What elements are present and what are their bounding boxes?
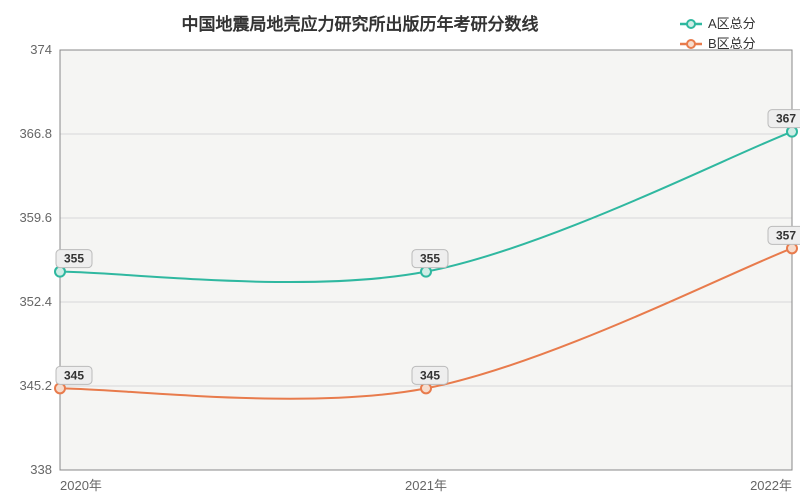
point-label: 367 — [776, 112, 796, 126]
y-tick-label: 359.6 — [19, 210, 52, 225]
chart-title: 中国地震局地壳应力研究所出版历年考研分数线 — [182, 14, 539, 34]
line-chart: 338 345.2 352.4 359.6 366.8 374 2020年 2021年 2022… — [0, 0, 800, 500]
y-tick-label: 345.2 — [19, 378, 52, 393]
point-label: 355 — [64, 252, 84, 266]
x-tick-label: 2022年 — [750, 478, 792, 493]
x-tick-label: 2021年 — [405, 478, 447, 493]
data-point — [787, 127, 797, 137]
y-tick-label: 352.4 — [19, 294, 52, 309]
y-tick-label: 338 — [30, 462, 52, 477]
point-label: 345 — [64, 368, 84, 382]
legend-marker — [687, 20, 695, 28]
y-tick-label: 366.8 — [19, 126, 52, 141]
legend-label: A区总分 — [708, 16, 756, 31]
x-tick-label: 2020年 — [60, 478, 102, 493]
chart-svg: 338 345.2 352.4 359.6 366.8 374 2020年 2021年 2022… — [0, 0, 800, 500]
y-tick-label: 374 — [30, 42, 52, 57]
point-label: 357 — [776, 228, 796, 242]
point-label: 355 — [420, 252, 440, 266]
legend-marker — [687, 40, 695, 48]
point-label: 345 — [420, 368, 440, 382]
legend-label: B区总分 — [708, 36, 756, 51]
